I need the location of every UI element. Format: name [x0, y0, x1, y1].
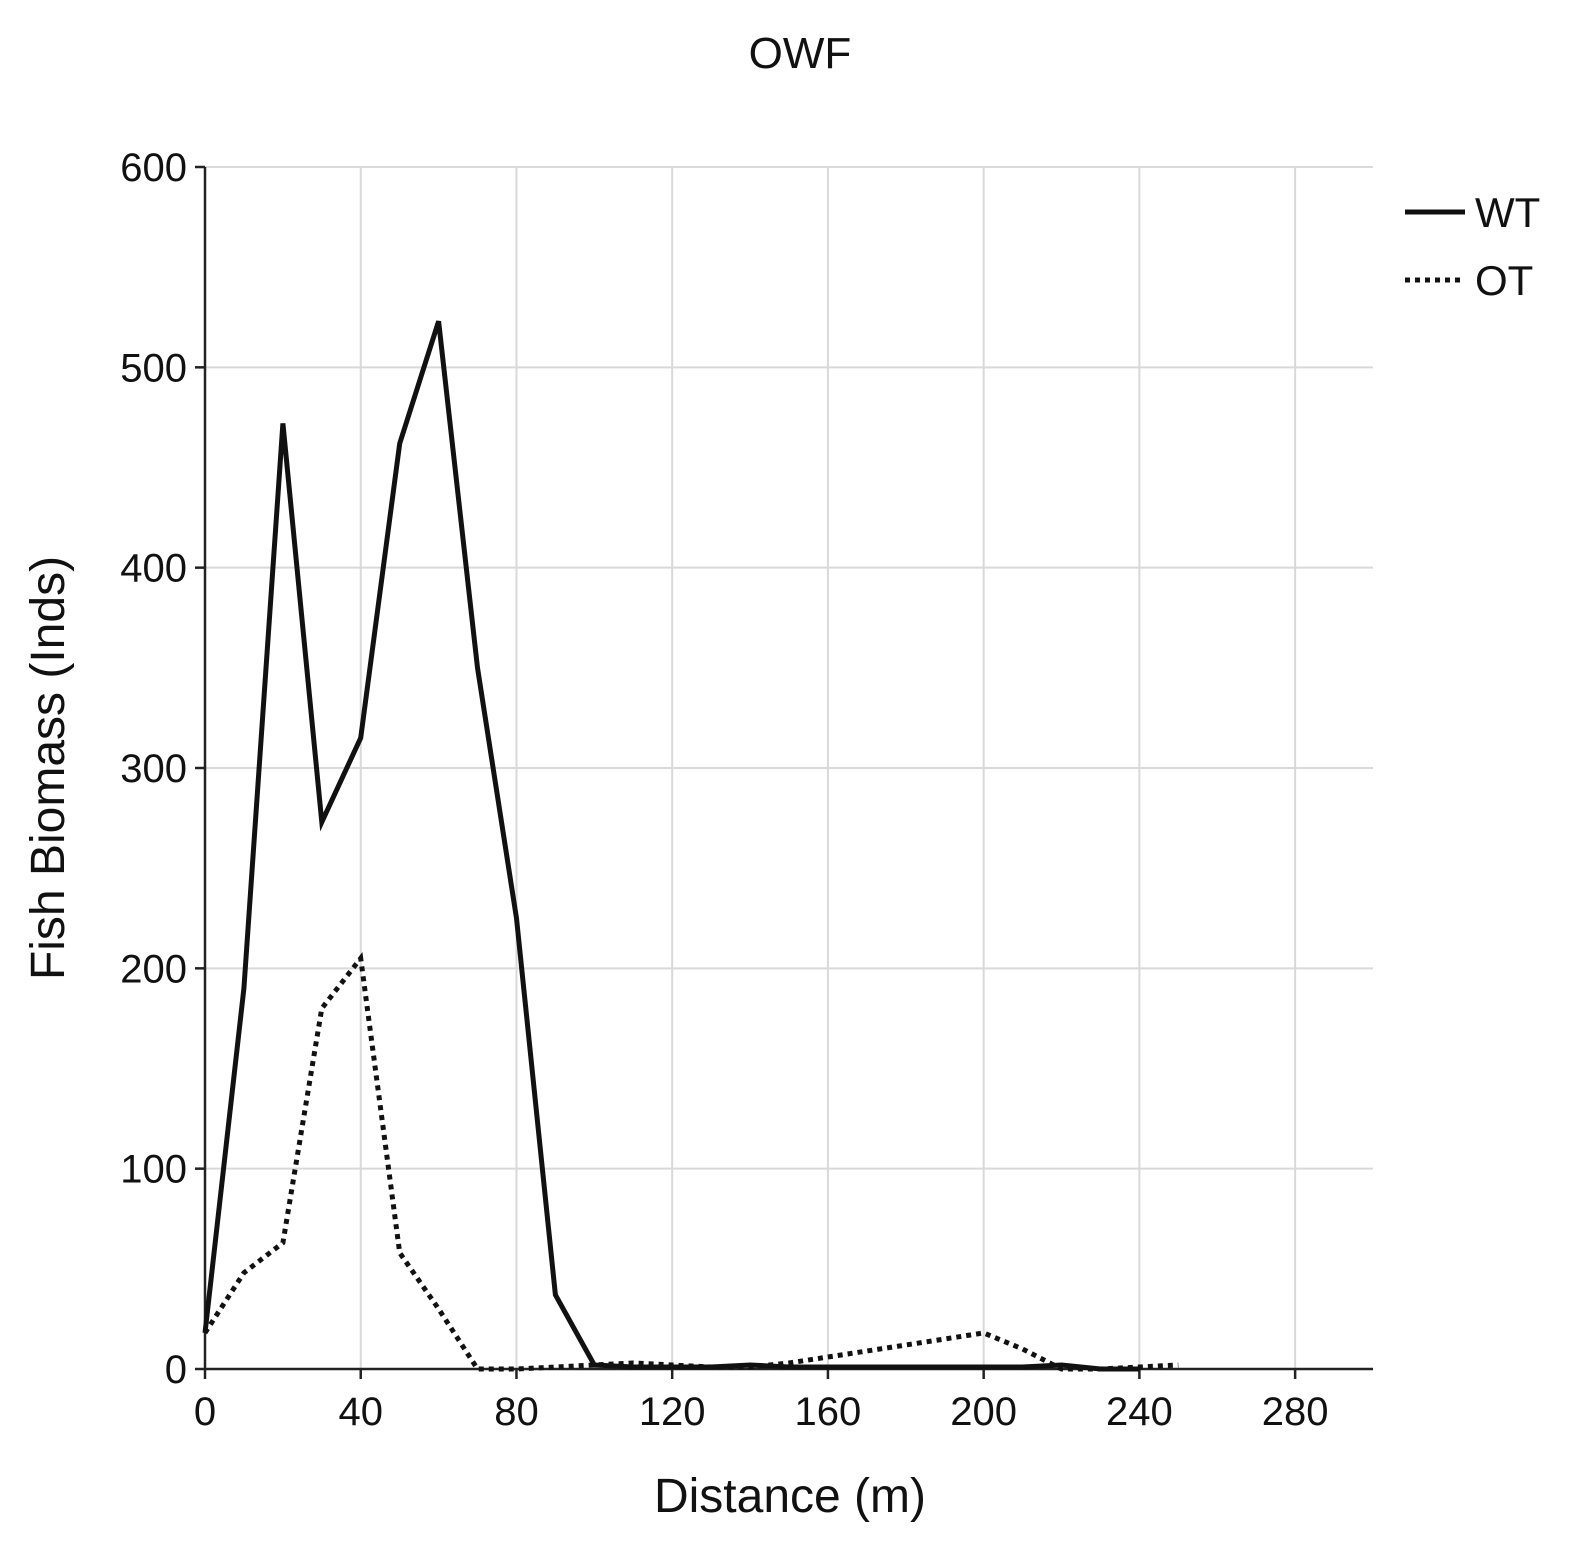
x-tick-label: 120 [639, 1390, 706, 1434]
x-tick-label: 40 [338, 1390, 383, 1434]
legend: WT OT [1405, 189, 1540, 304]
y-tick-label: 300 [120, 747, 187, 791]
legend-label-wt: WT [1475, 189, 1540, 236]
y-tick-label: 100 [120, 1148, 187, 1192]
legend-label-ot: OT [1475, 257, 1533, 304]
data-series [202, 320, 1179, 1372]
x-tick-label: 200 [950, 1390, 1017, 1434]
grid-lines [205, 166, 1373, 1369]
y-tick-label: 0 [165, 1348, 187, 1392]
chart-title: OWF [749, 29, 852, 78]
x-tick-label: 80 [494, 1390, 539, 1434]
x-tick-label: 280 [1262, 1390, 1329, 1434]
y-tick-label: 600 [120, 146, 187, 190]
y-axis-label: Fish Biomass (Inds) [22, 556, 75, 980]
y-tick-label: 500 [120, 346, 187, 390]
y-tick-label: 400 [120, 547, 187, 591]
x-tick-label: 240 [1106, 1390, 1173, 1434]
x-axis-label: Distance (m) [654, 1470, 926, 1523]
x-tick-label: 0 [194, 1390, 216, 1434]
x-tick-label: 160 [795, 1390, 862, 1434]
series-line-ot [202, 952, 1179, 1372]
tick-labels: 0 100 200 300 400 500 600 0 40 80 120 160 200 240 280 [120, 146, 1328, 1434]
y-tick-label: 200 [120, 947, 187, 991]
